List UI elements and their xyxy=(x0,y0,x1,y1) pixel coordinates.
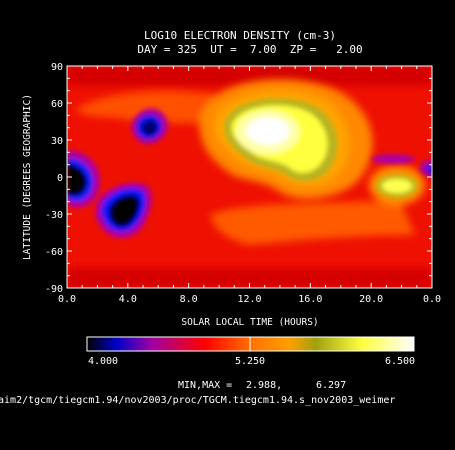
y-tick-label: 30 xyxy=(51,136,63,147)
x-axis-label: SOLAR LOCAL TIME (HOURS) xyxy=(181,317,318,328)
y-tick-label: -30 xyxy=(45,210,63,221)
x-tick-label: 8.0 xyxy=(180,294,198,305)
y-tick-label: 60 xyxy=(51,99,63,110)
y-axis: 90 60 30 0 -30 -60 -90 xyxy=(45,62,432,295)
x-tick-label: 12.0 xyxy=(237,294,261,305)
y-tick-label: 90 xyxy=(51,62,63,73)
x-tick-label: 16.0 xyxy=(298,294,322,305)
max-value: 6.297 xyxy=(316,380,346,391)
x-tick-label: 4.0 xyxy=(119,294,137,305)
chart-subtitle: DAY = 325 UT = 7.00 ZP = 2.00 xyxy=(137,43,362,56)
min-max-label: MIN,MAX = xyxy=(178,380,232,391)
y-axis-label: LATITUDE (DEGREES GEOGRAPHIC) xyxy=(22,94,33,260)
y-tick-label: -60 xyxy=(45,247,63,258)
min-value: 2.988, xyxy=(246,380,282,391)
colorbar-tick-mid: 5.250 xyxy=(235,356,265,367)
y-tick-label: 0 xyxy=(57,173,63,184)
x-tick-label: 20.0 xyxy=(359,294,383,305)
y-tick-label: -90 xyxy=(45,284,63,295)
chart-title: LOG10 ELECTRON DENSITY (cm-3) xyxy=(144,29,336,42)
x-tick-label: 0.0 xyxy=(58,294,76,305)
x-tick-label: 0.0 xyxy=(423,294,441,305)
colorbar-tick-max: 6.500 xyxy=(385,356,415,367)
footer-path: /aim2/tgcm/tiegcm1.94/nov2003/proc/TGCM.… xyxy=(0,395,395,406)
x-axis: 0.0 4.0 8.0 12.0 16.0 20.0 0.0 xyxy=(58,66,441,305)
colorbar-tick-min: 4.000 xyxy=(88,356,118,367)
heatmap-field xyxy=(67,66,432,288)
